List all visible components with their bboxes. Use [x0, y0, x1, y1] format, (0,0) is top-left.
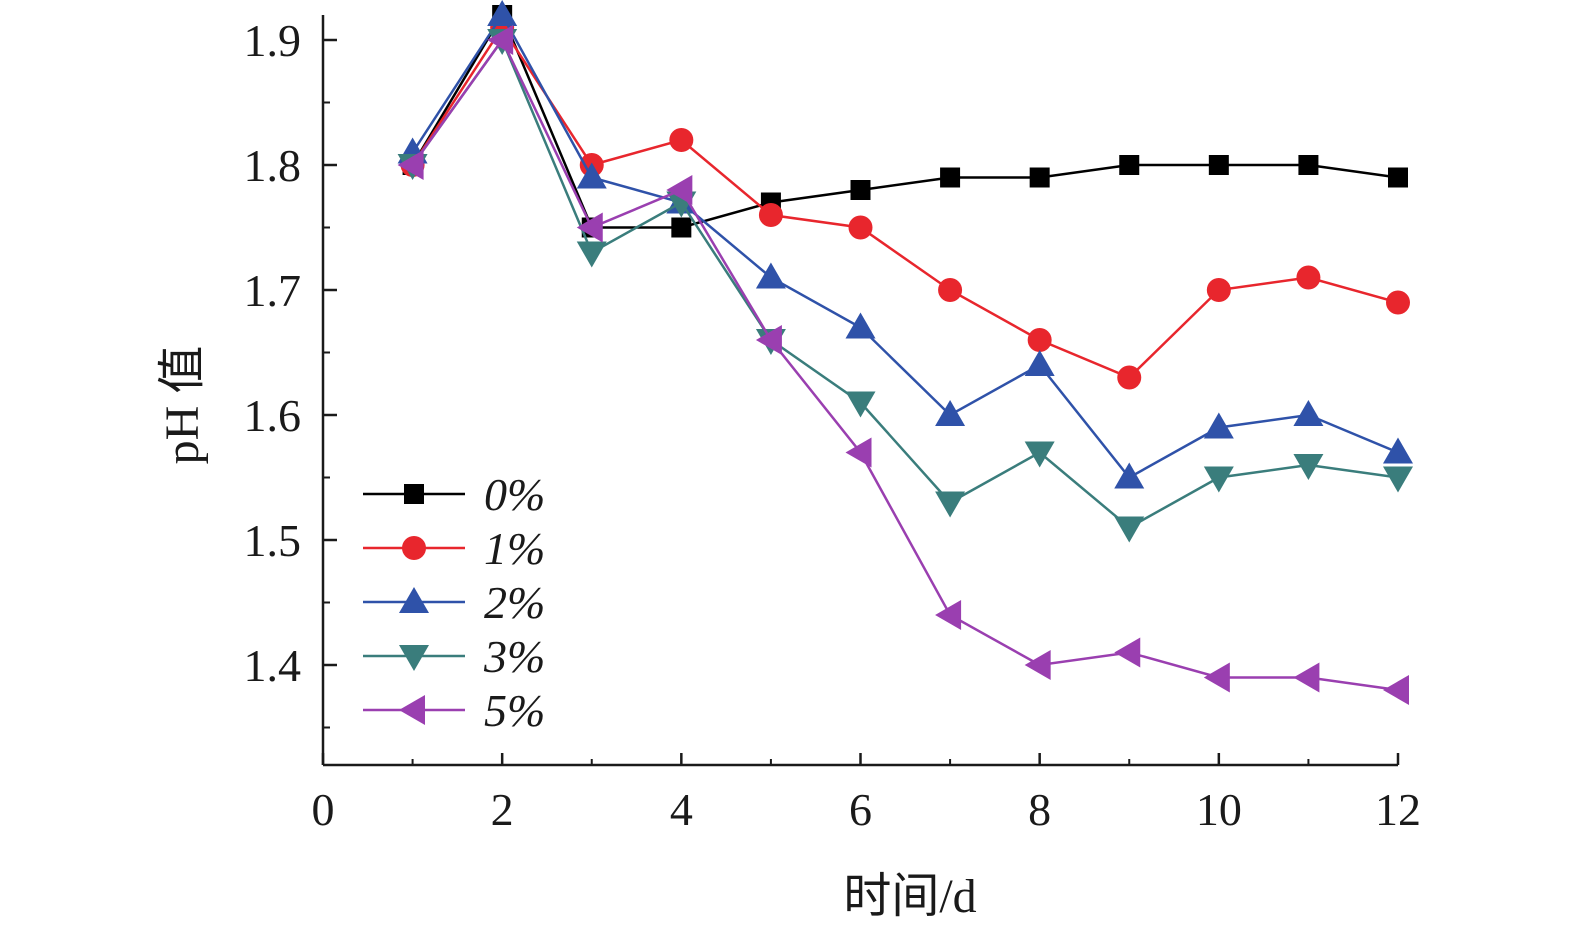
legend-label: 3%: [483, 631, 545, 682]
data-point: [1296, 265, 1321, 290]
data-point: [487, 0, 518, 26]
data-point: [1386, 290, 1410, 315]
legend-marker: [399, 695, 425, 725]
data-point: [1206, 278, 1231, 302]
x-tick-label: 0: [312, 784, 335, 835]
legend-item: 1%: [363, 523, 545, 574]
data-point: [938, 278, 963, 302]
data-point: [1027, 328, 1052, 352]
data-point: [935, 491, 966, 518]
y-tick-label: 1.7: [244, 265, 302, 316]
legend-marker: [402, 536, 426, 560]
data-point: [671, 217, 692, 238]
data-point: [576, 241, 607, 268]
data-point: [935, 600, 962, 630]
data-point: [1024, 650, 1051, 680]
x-tick-label: 2: [491, 784, 514, 835]
data-point: [755, 262, 786, 289]
series-1pct: [400, 15, 1410, 390]
legend-label: 5%: [484, 685, 545, 736]
data-point: [1293, 400, 1324, 426]
legend-label: 2%: [484, 577, 545, 628]
legend-label: 0%: [484, 469, 545, 520]
data-point: [1114, 516, 1145, 543]
data-point: [1208, 155, 1229, 175]
series-layer: [397, 0, 1413, 705]
data-point: [1029, 167, 1050, 188]
x-tick-label: 8: [1028, 784, 1051, 835]
legend-item: 0%: [363, 469, 545, 520]
data-point: [940, 167, 961, 188]
x-tick-label: 4: [670, 784, 693, 835]
series-5pct: [397, 25, 1409, 705]
legend-label: 1%: [484, 523, 545, 574]
legend-marker: [399, 645, 429, 671]
data-point: [1117, 365, 1142, 390]
legend-item: 3%: [363, 631, 545, 682]
data-point: [755, 325, 782, 355]
data-point: [845, 437, 872, 468]
y-tick-label: 1.4: [244, 640, 302, 691]
series-line: [411, 37, 1399, 692]
data-point: [758, 203, 783, 227]
x-tick-label: 10: [1196, 784, 1242, 835]
series-2pct: [397, 0, 1413, 489]
y-tick-label: 1.9: [244, 15, 302, 66]
data-point: [845, 391, 876, 418]
y-tick-label: 1.5: [244, 515, 302, 566]
data-point: [845, 312, 876, 339]
data-point: [1383, 675, 1409, 705]
x-tick-label: 12: [1375, 784, 1421, 835]
series-0pct: [402, 5, 1408, 238]
x-axis-title: 时间/d: [843, 870, 976, 923]
data-point: [1024, 350, 1055, 376]
y-tick-label: 1.6: [244, 390, 302, 441]
data-point: [1114, 462, 1145, 489]
data-point: [1293, 662, 1320, 693]
legend-item: 2%: [363, 577, 545, 628]
data-point: [666, 175, 693, 205]
data-point: [1119, 155, 1140, 175]
data-point: [1383, 437, 1413, 464]
legend-item: 5%: [363, 685, 545, 736]
data-point: [669, 128, 694, 152]
series-line: [411, 12, 1399, 480]
legend-marker: [404, 484, 424, 504]
series-line: [411, 12, 1399, 229]
data-point: [1388, 167, 1408, 188]
data-point: [1024, 441, 1055, 468]
data-point: [576, 212, 603, 243]
data-point: [1114, 637, 1141, 668]
data-point: [1203, 662, 1230, 693]
legend-marker: [399, 587, 429, 613]
data-point: [576, 162, 607, 189]
data-point: [487, 25, 514, 55]
series-line: [411, 25, 1399, 379]
series-3pct: [397, 29, 1413, 543]
data-point: [397, 150, 424, 180]
data-point: [935, 400, 966, 426]
data-point: [1383, 466, 1413, 493]
data-point: [848, 215, 873, 240]
y-tick-label: 1.8: [244, 140, 302, 191]
y-axis-title: pH 值: [156, 346, 209, 465]
legend: 0%1%2%3%5%: [363, 469, 545, 736]
data-point: [1203, 466, 1234, 493]
x-tick-label: 6: [849, 784, 872, 835]
data-point: [1298, 155, 1319, 175]
data-point: [1293, 454, 1324, 480]
data-point: [1203, 412, 1234, 439]
data-point: [850, 180, 871, 200]
axes: 0 2 4 6 8 10 12 1.4 1.5 1.6 1.7 1.8 1.9: [244, 15, 1421, 835]
series-line: [411, 37, 1399, 530]
